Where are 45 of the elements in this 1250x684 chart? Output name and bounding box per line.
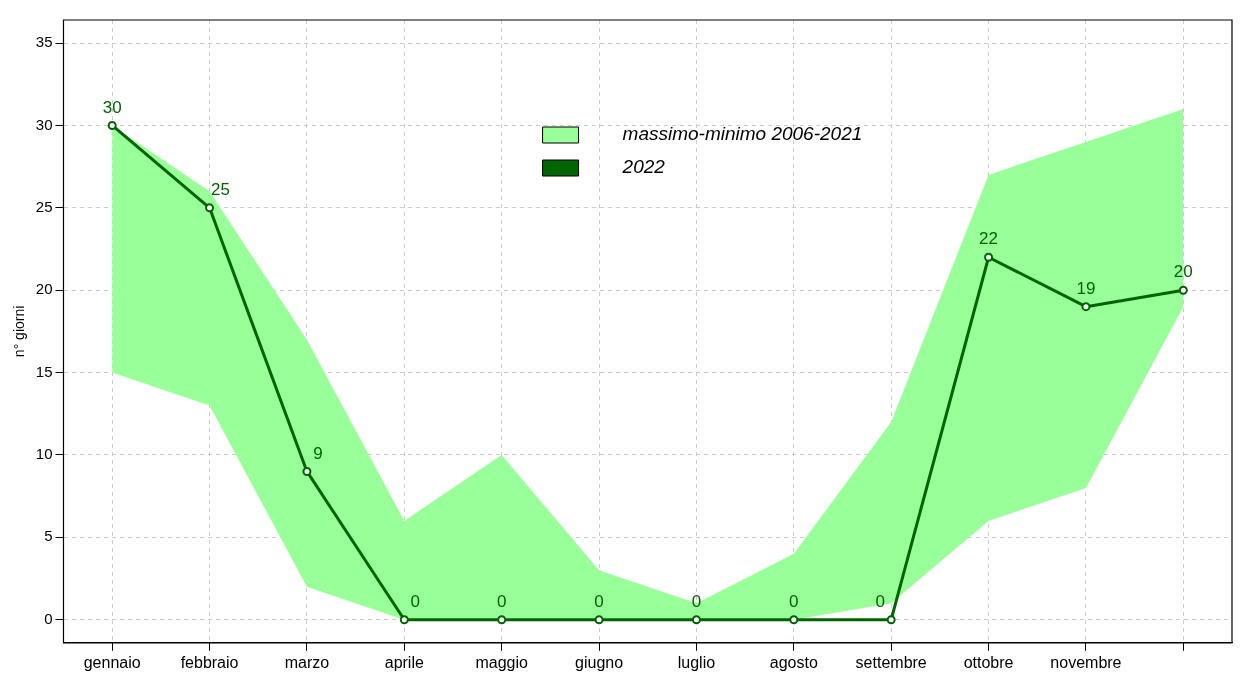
data-label: 25: [211, 180, 231, 200]
x-tick-label: novembre: [1050, 653, 1122, 671]
point: [594, 615, 604, 625]
legend-label: 2022: [621, 156, 666, 178]
legend-label: massimo-minimo 2006-2021: [622, 123, 863, 145]
x-tick-label: marzo: [284, 653, 330, 671]
y-tick-label: 15: [35, 362, 53, 380]
point: [1081, 302, 1091, 312]
data-label: 19: [1076, 278, 1096, 298]
y-tick-label: 25: [35, 197, 53, 215]
x-tick-label: gennaio: [83, 653, 141, 671]
y-tick-label: 5: [44, 527, 53, 545]
point: [984, 252, 994, 262]
x-tick-label: luglio: [677, 653, 716, 671]
point: [691, 615, 701, 625]
data-label: 22: [979, 229, 999, 249]
x-tick-label: settembre: [855, 653, 927, 671]
data-label: 0: [594, 591, 604, 611]
point: [399, 615, 409, 625]
y-tick-label: 30: [35, 115, 53, 133]
data-label: 0: [691, 591, 702, 611]
point: [497, 615, 507, 625]
data-label: 0: [410, 591, 421, 611]
point: [886, 615, 896, 625]
data-label: 20: [1173, 262, 1193, 282]
x-tick-label: febbraio: [180, 653, 239, 671]
y-tick-label: 35: [35, 33, 53, 51]
point: [205, 203, 215, 213]
x-tick-label: giugno: [575, 653, 624, 671]
y-tick-label: 0: [44, 609, 53, 627]
point: [302, 466, 312, 476]
x-tick-label: aprile: [384, 653, 424, 671]
data-label: 0: [789, 591, 799, 611]
point: [1178, 285, 1188, 295]
data-label: 30: [102, 97, 122, 117]
data-label: 0: [496, 591, 507, 611]
x-tick-label: ottobre: [963, 653, 1014, 671]
data-label: 9: [313, 443, 323, 463]
x-tick-label: maggio: [475, 653, 529, 671]
point: [107, 120, 117, 130]
point: [789, 615, 799, 625]
y-tick-label: 20: [35, 280, 53, 298]
y-axis-title: n° giorni: [11, 305, 28, 358]
y-tick-label: 10: [35, 445, 53, 463]
x-tick-label: agosto: [769, 653, 818, 671]
